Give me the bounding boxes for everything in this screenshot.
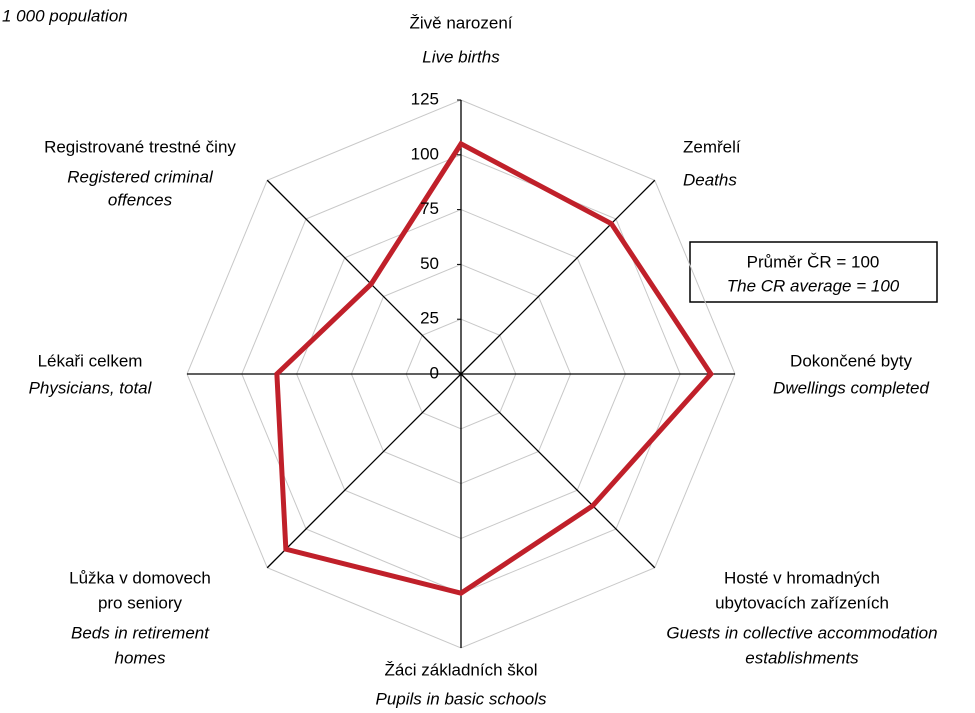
- category-label: Zemřelí: [683, 137, 741, 156]
- category-label-en: Beds in retirement: [71, 623, 210, 642]
- y-tick-label: 25: [420, 309, 439, 328]
- category-label-en: Deaths: [683, 170, 737, 189]
- category-label-en: Guests in collective accommodation: [666, 623, 937, 642]
- category-label-en: offences: [108, 190, 173, 209]
- category-label-en: Pupils in basic schools: [375, 689, 547, 708]
- annotation: Průměr ČR = 100: [747, 252, 880, 271]
- category-label: Registrované trestné činy: [44, 137, 236, 156]
- category-label-en: Dwellings completed: [773, 378, 929, 397]
- y-tick-label: 100: [411, 144, 439, 163]
- axis-line: [460, 179, 656, 375]
- category-label-en: Physicians, total: [29, 378, 153, 397]
- category-label: Lékaři celkem: [38, 351, 143, 370]
- y-tick-label: 125: [411, 89, 439, 108]
- annotation: The CR average = 100: [727, 276, 900, 295]
- chart-title: 1 000 population: [2, 6, 128, 25]
- category-label: pro seniory: [98, 593, 183, 612]
- axis-line: [460, 373, 656, 569]
- series-line: [274, 140, 715, 596]
- category-label: ubytovacích zařízeních: [715, 593, 889, 612]
- category-label: Hosté v hromadných: [724, 568, 880, 587]
- y-tick-label: 0: [430, 363, 439, 382]
- y-tick-label: 50: [420, 254, 439, 273]
- axis-line: [266, 373, 462, 569]
- category-label-en: Registered criminal: [67, 167, 214, 186]
- y-tick-label: 75: [420, 199, 439, 218]
- category-label-en: homes: [114, 648, 166, 667]
- category-label: Dokončené byty: [790, 351, 912, 370]
- category-label: Živě narození: [410, 13, 513, 32]
- category-label-en: establishments: [745, 648, 859, 667]
- category-label-en: Live births: [422, 47, 500, 66]
- category-label: Lůžka v domovech: [69, 568, 211, 587]
- annotation-box: [689, 241, 938, 303]
- axis-line: [266, 179, 462, 375]
- category-label: Žáci základních škol: [384, 660, 537, 679]
